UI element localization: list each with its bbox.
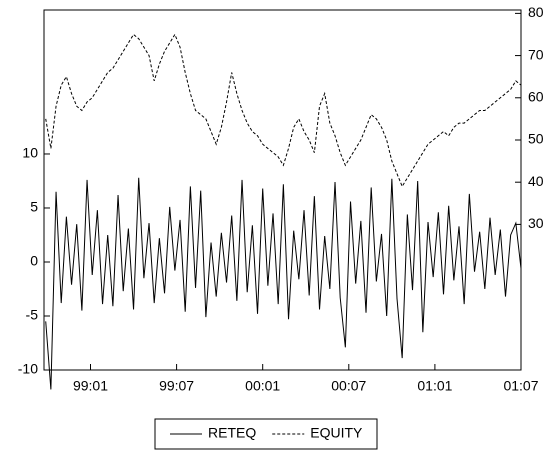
plot-frame: [43, 9, 522, 371]
y2-tick-label: 30: [528, 215, 544, 231]
y-tick-label: -5: [26, 307, 39, 323]
y2-tick-label: 50: [528, 131, 544, 147]
x-tick-label: 99:07: [159, 378, 194, 394]
series-line: [45, 177, 522, 390]
y2-tick-label: 70: [528, 46, 544, 62]
y-tick-label: 10: [22, 145, 38, 161]
y2-tick-label: 80: [528, 4, 544, 20]
legend-label: EQUITY: [310, 425, 363, 441]
x-tick-label: 01:07: [503, 378, 538, 394]
legend-label: RETEQ: [208, 425, 256, 441]
y2-tick-label: 40: [528, 173, 544, 189]
y2-tick-label: 60: [528, 88, 544, 104]
x-tick-label: 01:01: [417, 378, 452, 394]
x-tick-label: 99:01: [73, 378, 108, 394]
x-tick-label: 00:01: [245, 378, 280, 394]
y-tick-label: 0: [30, 253, 38, 269]
y-tick-label: -10: [18, 361, 38, 377]
series-line: [45, 33, 522, 188]
y-tick-label: 5: [30, 199, 38, 215]
x-tick-label: 00:07: [331, 378, 366, 394]
